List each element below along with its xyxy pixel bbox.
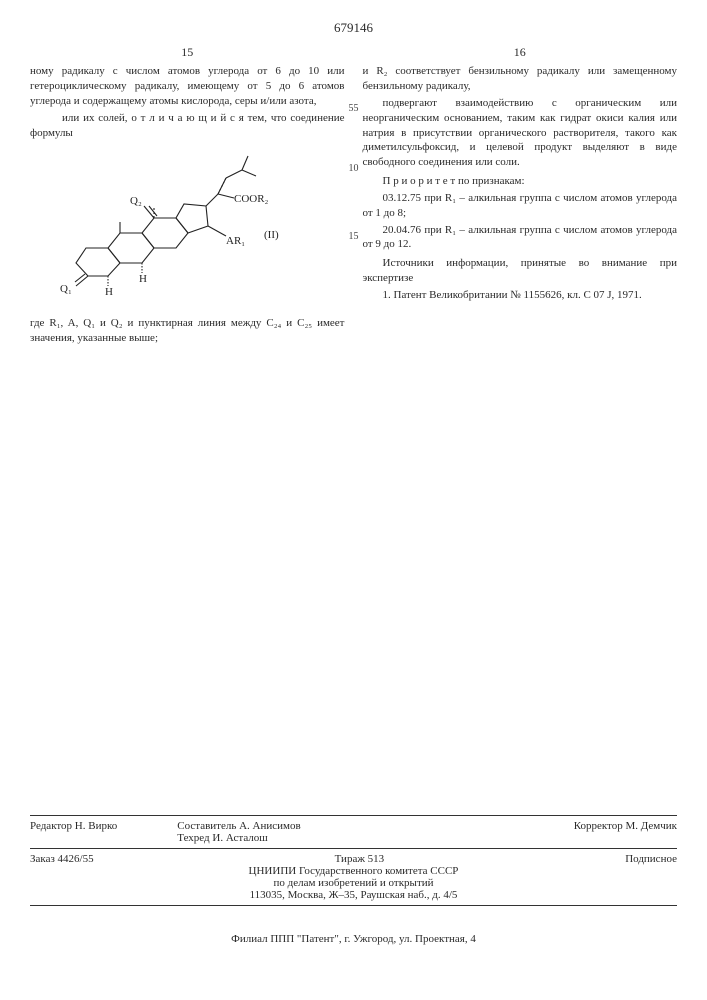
footer-rule-3 (30, 905, 677, 906)
formula-q1-label: Q₁ (60, 283, 72, 295)
editor-credit: Редактор Н. Вирко (30, 820, 117, 844)
formula-ar1-label: AR₁ (226, 235, 245, 247)
line-num-10r: 10 (349, 162, 359, 176)
left-p1: ному радикалу с числом атомов углерода о… (30, 64, 345, 109)
right-column: 16 и R₂ соответствует бензильному радика… (363, 44, 678, 348)
org-line-2: по делам изобретений и открытий (30, 877, 677, 889)
formula-q2-label: Q₂ (130, 195, 142, 207)
line-num-15r: 15 (349, 230, 359, 244)
priority-2: 20.04.76 при R₁ – алкильная группа с чис… (363, 223, 678, 253)
svg-text:H: H (105, 286, 113, 298)
subscription: Подписное (625, 853, 677, 865)
branch-line: Филиал ППП "Патент", г. Ужгород, ул. Про… (30, 933, 677, 945)
formula-coor2-label: COOR₂ (234, 193, 269, 205)
formula-ii-label: (II) (264, 229, 279, 241)
left-p3: где R₁, A, Q₁ и Q₂ и пунктирная линия ме… (30, 316, 345, 346)
left-p2: или их солей, о т л и ч а ю щ и й с я те… (30, 111, 345, 141)
footer-rule-1 (30, 815, 677, 816)
corrector-credit: Корректор М. Демчик (574, 820, 677, 844)
patent-number: 679146 (30, 20, 677, 36)
page-num-left: 15 (30, 44, 345, 60)
right-p1: и R₂ соответствует бензильному радикалу … (363, 64, 678, 94)
svg-text:H: H (139, 273, 147, 285)
priority-heading: П р и о р и т е т по признакам: (363, 174, 678, 189)
source-1: 1. Патент Великобритании № 1155626, кл. … (363, 288, 678, 303)
footer-block: Редактор Н. Вирко Составитель А. Анисимо… (30, 811, 677, 910)
order-no: Заказ 4426/55 (30, 853, 94, 865)
chemical-formula: Q₁ Q₂ AR₁ COOR₂ (II) H H (58, 148, 345, 308)
compiler-credit: Составитель А. Анисимов (177, 820, 300, 832)
org-line-1: ЦНИИПИ Государственного комитета СССР (30, 865, 677, 877)
two-column-body: 15 ному радикалу с числом атомов углерод… (30, 44, 677, 348)
org-address: 113035, Москва, Ж–35, Раушская наб., д. … (30, 889, 677, 901)
left-column: 15 ному радикалу с числом атомов углерод… (30, 44, 345, 348)
footer-rule-2 (30, 848, 677, 849)
tech-credit: Техред И. Асталош (177, 832, 268, 844)
sources-heading: Источники информации, принятые во вниман… (363, 256, 678, 286)
line-num-5: 5 (354, 102, 359, 116)
tirage: Тираж 513 (335, 853, 385, 865)
line-num-5r: 5 (349, 102, 354, 116)
priority-1: 03.12.75 при R₁ – алкильная группа с чис… (363, 191, 678, 221)
page-num-right: 16 (363, 44, 678, 60)
right-p2: подвергают взаимодействию с органическим… (363, 96, 678, 170)
